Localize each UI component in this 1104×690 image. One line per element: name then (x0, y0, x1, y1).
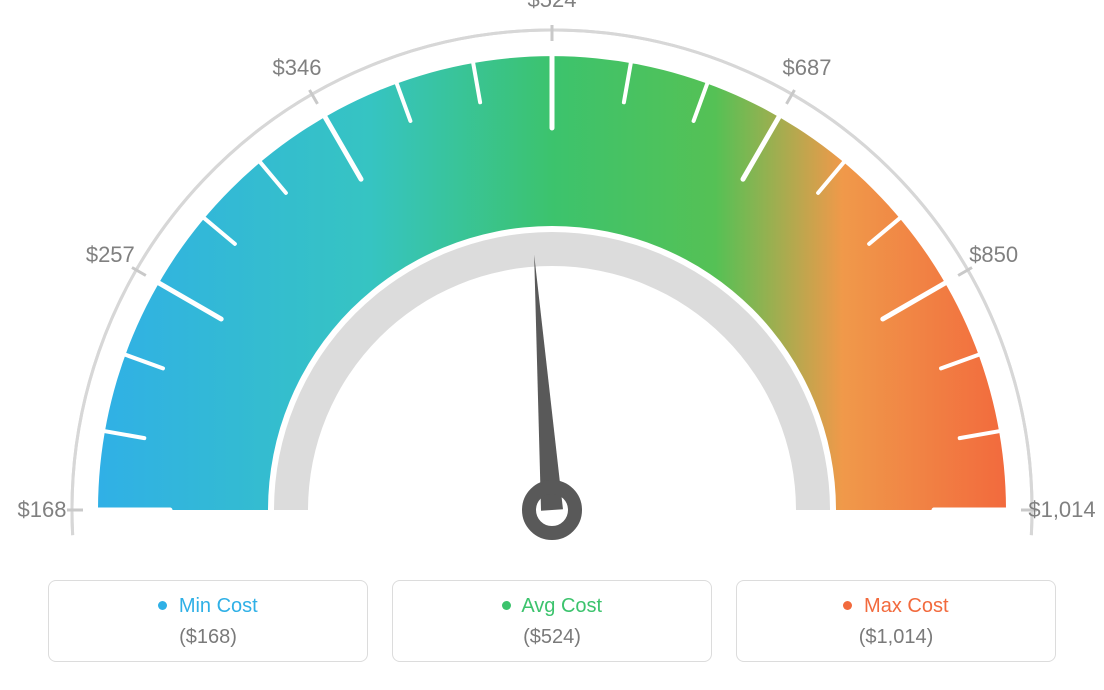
gauge-svg (0, 0, 1104, 560)
legend-value-max: ($1,014) (737, 626, 1055, 649)
legend-label-max: Max Cost (737, 595, 1055, 618)
legend-card-min: Min Cost ($168) (48, 580, 368, 662)
bullet-icon (843, 601, 852, 610)
legend-label-avg: Avg Cost (393, 595, 711, 618)
scale-label: $1,014 (1028, 497, 1095, 523)
legend-value-min: ($168) (49, 626, 367, 649)
scale-label: $687 (783, 55, 832, 81)
bullet-icon (502, 601, 511, 610)
cost-gauge-container: $168 $257 $346 $524 $687 $850 $1,014 Min Cost … (0, 0, 1104, 690)
scale-label: $257 (86, 242, 135, 268)
legend-row: Min Cost ($168) Avg Cost ($524) Max Cost… (48, 580, 1056, 662)
legend-value-avg: ($524) (393, 626, 711, 649)
legend-card-max: Max Cost ($1,014) (736, 580, 1056, 662)
scale-label: $346 (273, 55, 322, 81)
scale-label: $850 (969, 242, 1018, 268)
scale-label: $524 (528, 0, 577, 13)
legend-card-avg: Avg Cost ($524) (392, 580, 712, 662)
legend-label-min: Min Cost (49, 595, 367, 618)
legend-label-text: Max Cost (864, 595, 948, 617)
legend-label-text: Min Cost (179, 595, 258, 617)
scale-label: $168 (18, 497, 67, 523)
bullet-icon (158, 601, 167, 610)
gauge-chart (0, 0, 1104, 560)
legend-label-text: Avg Cost (521, 595, 602, 617)
